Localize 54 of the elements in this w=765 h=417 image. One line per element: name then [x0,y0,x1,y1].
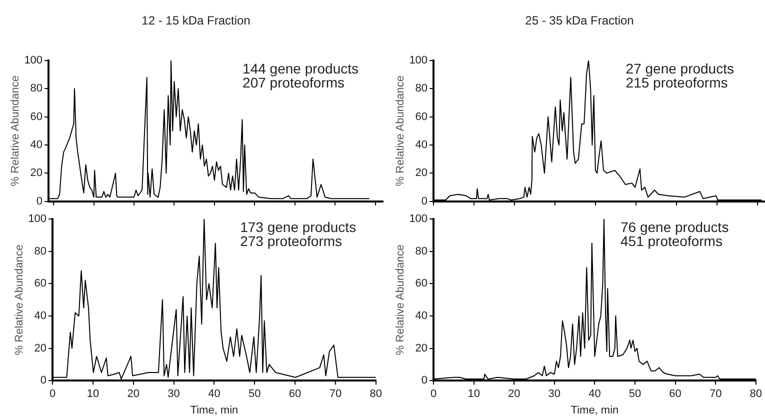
x-tick-label: 40 [588,388,601,400]
y-tick-label: 60 [415,278,428,290]
y-tick-label: 80 [34,245,47,258]
x-tick-label: 70 [709,388,722,400]
x-tick-label: 20 [127,388,140,400]
y-tick-label: 40 [34,310,47,322]
x-tick-label: 20 [508,388,520,400]
y-tick-label: 0 [421,374,428,387]
chart-title: 12 - 15 kDa Fraction [142,14,250,28]
y-tick-label: 40 [30,139,43,152]
x-tick-label: 60 [669,388,682,400]
x-tick-label: 60 [288,388,302,400]
y-tick-label: 0 [421,195,428,208]
x-tick-label: 10 [86,388,100,400]
x-tick-label: 10 [468,388,480,400]
x-axis-title: Time, min [570,404,619,416]
y-tick-label: 0 [40,374,47,387]
y-tick-label: 40 [415,139,428,152]
y-tick-label: 100 [24,54,43,66]
annotation: 76 gene products [620,218,729,235]
annotation: 27 gene products [626,60,734,76]
x-tick-label: 40 [208,388,220,400]
y-tick-label: 20 [34,342,47,354]
y-axis-title: % Relative Abundance [10,76,22,186]
y-tick-label: 20 [415,167,428,180]
annotation: 144 gene products [242,60,359,76]
y-tick-label: 80 [30,82,43,95]
x-tick-label: 0 [430,388,437,400]
x-tick-label: 30 [548,388,561,400]
y-tick-label: 40 [415,310,428,322]
x-tick-label: 80 [750,388,762,400]
x-tick-label: 70 [329,388,342,400]
y-tick-label: 60 [415,110,428,123]
y-tick-label: 100 [409,213,428,226]
y-axis-title: % Relative Abundance [394,76,407,186]
x-axis-title: Time, min [190,404,238,416]
y-tick-label: 60 [30,110,43,123]
y-axis-title: % Relative Abundance [394,244,407,356]
y-axis-title: % Relative Abundance [14,244,26,356]
annotation: 173 gene products [240,218,356,235]
y-tick-label: 80 [415,245,428,258]
y-tick-label: 60 [34,278,47,290]
x-tick-label: 50 [248,388,261,400]
x-tick-label: 0 [49,388,56,400]
y-tick-label: 100 [409,54,428,66]
x-tick-label: 80 [370,388,382,400]
y-tick-label: 20 [30,167,43,180]
y-tick-label: 20 [415,342,428,354]
y-tick-label: 80 [415,82,428,95]
chart-title: 25 - 35 kDa Fraction [525,14,634,28]
y-tick-label: 100 [28,213,47,226]
y-tick-label: 0 [36,195,43,208]
x-tick-label: 30 [168,388,180,400]
x-tick-label: 50 [628,388,642,400]
